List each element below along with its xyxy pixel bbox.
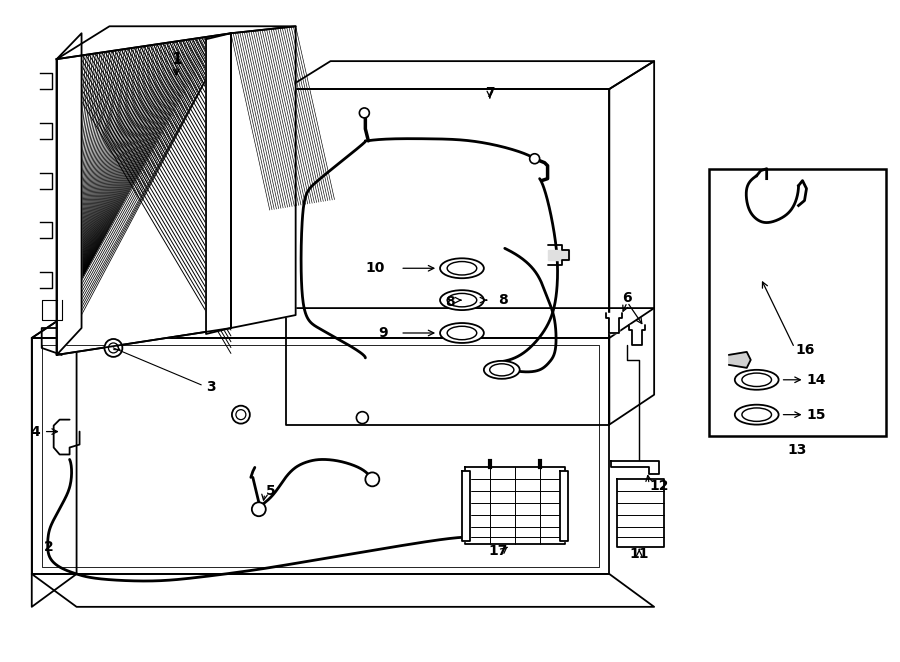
Ellipse shape	[447, 326, 477, 340]
Ellipse shape	[447, 293, 477, 307]
Polygon shape	[462, 471, 470, 541]
Ellipse shape	[742, 408, 771, 422]
Text: 7: 7	[485, 86, 495, 100]
Text: 8: 8	[446, 295, 455, 309]
Circle shape	[232, 406, 250, 424]
Polygon shape	[57, 26, 296, 59]
Text: 11: 11	[629, 547, 649, 561]
Polygon shape	[729, 352, 751, 368]
Text: 9: 9	[379, 326, 388, 340]
Polygon shape	[32, 574, 654, 607]
Polygon shape	[206, 33, 231, 334]
Text: 1: 1	[171, 52, 182, 67]
Polygon shape	[465, 467, 564, 544]
Polygon shape	[285, 61, 654, 89]
Polygon shape	[609, 61, 654, 424]
Bar	[709, 169, 886, 436]
Circle shape	[356, 412, 368, 424]
Text: 2: 2	[44, 540, 54, 554]
Text: 13: 13	[788, 444, 807, 457]
Text: 8: 8	[498, 293, 508, 307]
Ellipse shape	[742, 373, 771, 387]
Text: 16: 16	[796, 343, 814, 357]
Text: 12: 12	[649, 479, 669, 493]
Text: 10: 10	[366, 261, 385, 275]
Text: 3: 3	[206, 380, 216, 394]
Ellipse shape	[440, 258, 484, 278]
Polygon shape	[32, 308, 654, 338]
Text: 5: 5	[266, 485, 275, 498]
Polygon shape	[32, 308, 76, 607]
Ellipse shape	[447, 261, 477, 275]
Ellipse shape	[734, 370, 778, 390]
Circle shape	[104, 339, 122, 357]
Text: 15: 15	[806, 408, 826, 422]
Circle shape	[494, 362, 506, 374]
Ellipse shape	[484, 361, 519, 379]
Ellipse shape	[440, 290, 484, 310]
Polygon shape	[607, 313, 622, 333]
Polygon shape	[32, 338, 609, 574]
Text: 6: 6	[623, 291, 632, 305]
Text: 17: 17	[488, 544, 508, 558]
Circle shape	[252, 502, 266, 516]
Polygon shape	[611, 461, 659, 475]
Polygon shape	[285, 89, 609, 424]
Polygon shape	[560, 471, 568, 541]
Circle shape	[108, 343, 119, 353]
Ellipse shape	[734, 404, 778, 424]
Polygon shape	[547, 250, 570, 260]
Text: 4: 4	[30, 424, 40, 439]
Circle shape	[365, 473, 379, 487]
Polygon shape	[617, 479, 664, 547]
Polygon shape	[231, 26, 296, 328]
Circle shape	[236, 410, 246, 420]
Circle shape	[530, 154, 540, 164]
Polygon shape	[57, 33, 231, 355]
Ellipse shape	[440, 323, 484, 343]
Polygon shape	[629, 325, 645, 345]
Circle shape	[359, 108, 369, 118]
Ellipse shape	[490, 364, 514, 376]
Polygon shape	[57, 33, 82, 355]
Text: 14: 14	[806, 373, 826, 387]
